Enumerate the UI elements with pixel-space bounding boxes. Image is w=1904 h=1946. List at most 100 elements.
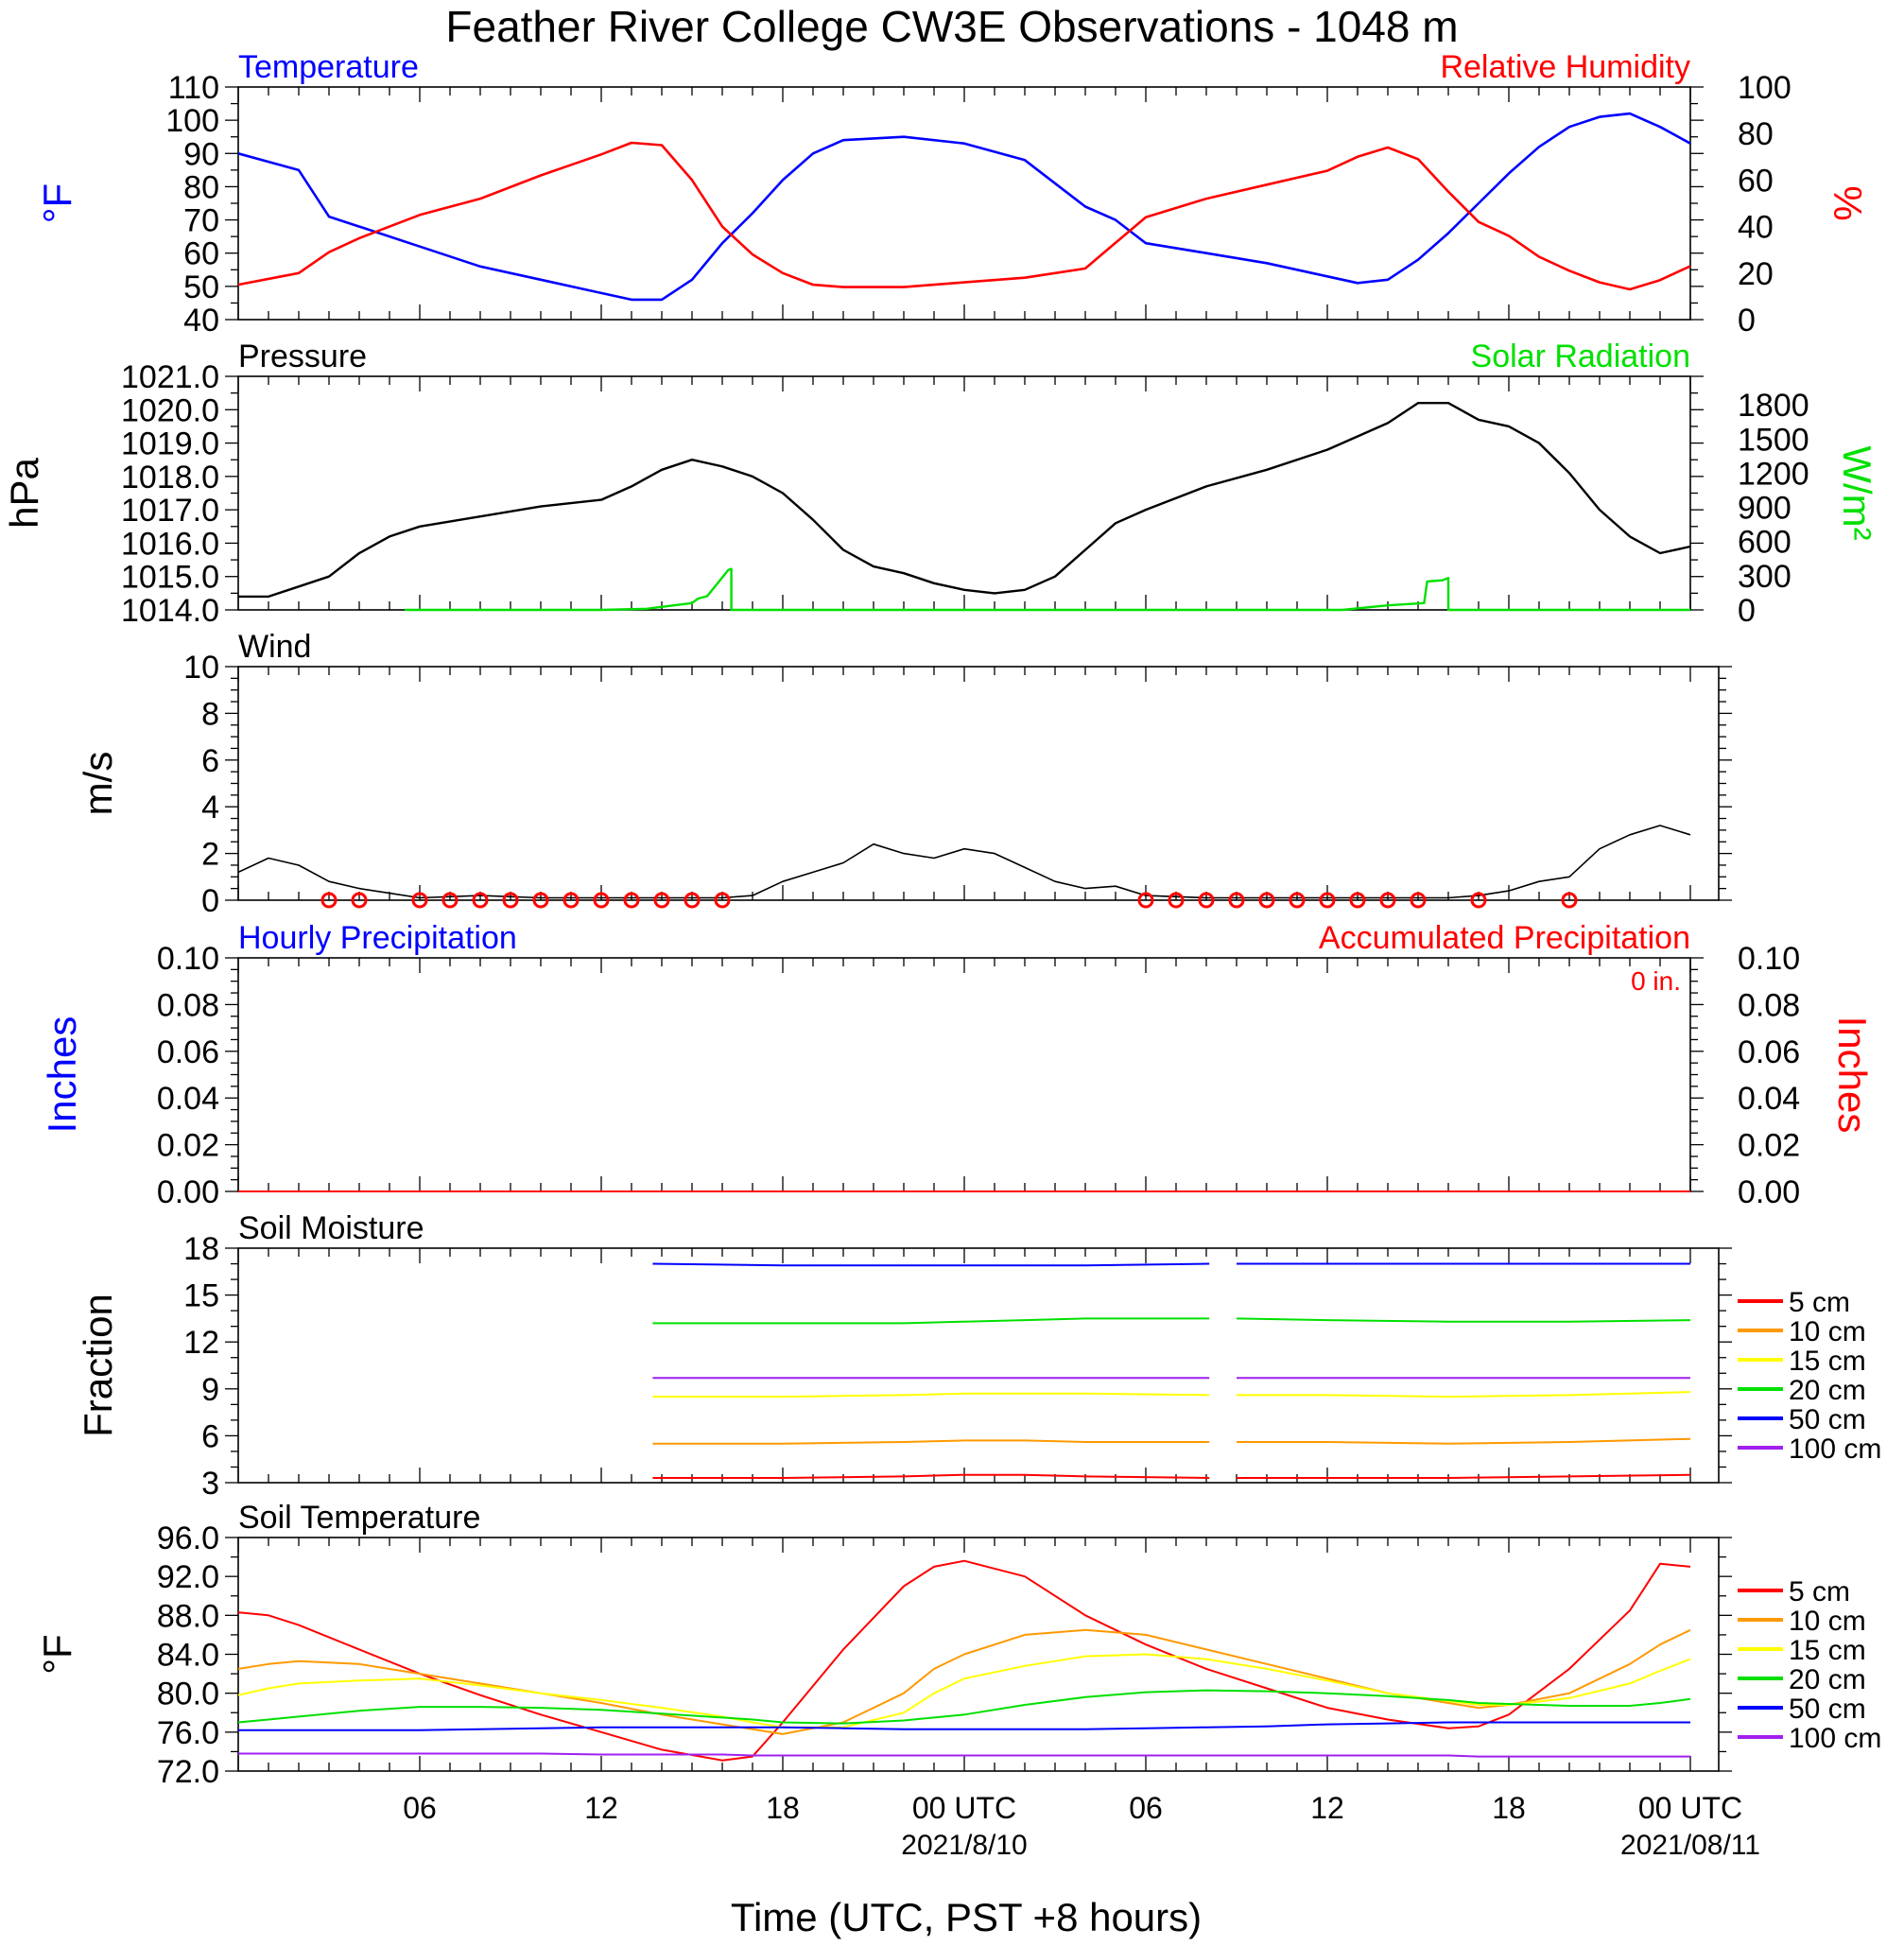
soil-moisture-line [1237,1391,1691,1399]
y-tick-label-right: 0.10 [1738,941,1800,977]
y-tick-label-right: 0 [1738,593,1756,629]
calm-wind-marker [1228,892,1245,909]
y-tick-label-right: 1800 [1738,388,1809,424]
plot-frame [237,375,1691,611]
figure-title: Feather River College CW3E Observations … [445,2,1458,51]
x-tick-label: 06 [403,1791,437,1825]
calm-wind-marker [1168,892,1185,909]
calm-wind-marker [1561,892,1578,909]
panel-title-left: Wind [238,629,311,665]
precipitation-panel: 0.10 0.08 0.06 0.04 0.02 0.00 0.10 0.08 0.06 0.04… [40,920,1875,1210]
y-tick-label: 90 [183,136,219,172]
legend-label: 100 cm [1789,1723,1881,1754]
calm-wind-marker [1198,892,1215,909]
y-tick-label: 18 [183,1231,219,1267]
soil-moisture-line [1237,1473,1691,1479]
y-axis-label-left: m/s [76,752,120,816]
humidity-line [237,141,1691,291]
calm-wind-marker [1289,892,1306,909]
calm-wind-marker [1379,892,1396,909]
soil-moisture-line [652,1317,1210,1325]
x-date-label: 2021/08/11 [1620,1830,1760,1861]
x-tick-label: 12 [584,1791,618,1825]
y-tick-label-right: 0.06 [1738,1034,1800,1070]
y-tick-label: 1018.0 [121,460,219,495]
y-tick-label: 0.00 [157,1174,219,1210]
y-axis-label-left: Inches [40,1016,84,1134]
calm-wind-marker [351,892,368,909]
y-tick-label: 100 [165,103,219,139]
y-tick-label: 88.0 [157,1598,219,1634]
y-axis-label-left: °F [35,1634,79,1674]
legend-label: 5 cm [1789,1576,1850,1607]
y-tick-label-right: 1500 [1738,422,1809,458]
pressure-line [238,402,1691,599]
temperature-humidity-panel: 110100908070605040100806040200Temperatur… [35,49,1870,339]
solar-radiation-line [405,567,1690,612]
y-tick-label: 0.08 [157,987,219,1023]
y-tick-label: 15 [183,1278,219,1314]
y-tick-label: 8 [201,696,219,732]
y-axis-label-left: °F [35,183,79,223]
y-axis-label-left: hPa [2,457,46,528]
y-tick-label: 50 [183,269,219,305]
y-tick-label: 9 [201,1372,219,1408]
calm-wind-marker [714,892,731,909]
calm-wind-marker [1258,892,1275,909]
calm-wind-marker [1137,892,1154,909]
y-tick-label: 84.0 [157,1638,219,1674]
legend-label: 15 cm [1789,1346,1866,1377]
y-tick-label: 60 [183,236,219,272]
y-tick-label: 10 [183,650,219,686]
y-tick-label: 80 [183,169,219,205]
accumulated-total-label: 0 in. [1631,966,1681,996]
legend-label: 50 cm [1789,1404,1866,1435]
soil-moisture-line [652,1262,1210,1267]
plot-frame [237,666,1720,901]
y-tick-label: 76.0 [157,1715,219,1751]
pressure-solar-panel: 1021.01020.01019.01018.01017.01016.01015… [2,339,1879,629]
y-tick-label: 6 [201,743,219,779]
soil-temperature-line [238,1721,1690,1731]
legend-label: 20 cm [1789,1375,1866,1406]
wind-panel: 10 8 6 4 2 0 Wind m/s [76,629,1732,919]
calm-wind-marker [1470,892,1487,909]
soil-moisture-line [652,1439,1210,1445]
x-axis-label: Time (UTC, PST +8 hours) [731,1895,1202,1939]
y-axis-label-right: % [1826,185,1870,220]
x-tick-label: 12 [1310,1791,1344,1825]
panel-title-left: Temperature [238,49,419,85]
y-tick-label-right: 0.08 [1738,987,1800,1023]
panel-title-right: Accumulated Precipitation [1319,920,1690,956]
calm-wind-marker [1319,892,1336,909]
calm-wind-marker [623,892,640,909]
y-tick-label-right: 80 [1738,116,1774,152]
soil-moisture-line [1237,1437,1691,1445]
panel-title-left: Pressure [238,339,367,374]
y-tick-label: 40 [183,303,219,339]
legend-label: 50 cm [1789,1694,1866,1725]
y-tick-label-right: 20 [1738,256,1774,292]
panel-title-left: Soil Temperature [238,1500,480,1536]
x-tick-label: 00 UTC [1638,1791,1742,1825]
calm-wind-marker [1349,892,1366,909]
y-tick-label: 3 [201,1466,219,1502]
legend-label: 10 cm [1789,1316,1866,1347]
x-tick-label: 00 UTC [912,1791,1016,1825]
soil-temperature-line [237,1689,1691,1725]
calm-wind-marker [563,892,580,909]
y-axis-label-left: Fraction [76,1294,120,1437]
calm-wind-marker [502,892,519,909]
soil-temperature-line [237,1559,1691,1762]
y-tick-label-right: 1200 [1738,456,1809,492]
soil-temperature-line [237,1628,1691,1735]
y-tick-label: 70 [183,203,219,239]
y-tick-label: 1015.0 [121,560,219,596]
calm-wind-marker [684,892,701,909]
plot-frame [237,957,1691,1192]
calm-wind-marker [532,892,549,909]
y-tick-label: 0 [201,883,219,919]
y-tick-label: 0.04 [157,1081,219,1117]
plot-frame [237,1537,1720,1772]
